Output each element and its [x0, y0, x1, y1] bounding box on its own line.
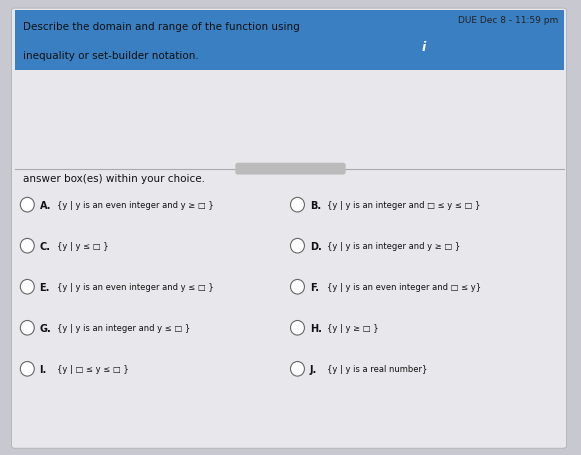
Text: C.: C. [40, 241, 51, 251]
Text: DUE Dec 8 - 11:59 pm: DUE Dec 8 - 11:59 pm [457, 16, 558, 25]
Text: {y | □ ≤ y ≤ □ }: {y | □ ≤ y ≤ □ } [57, 364, 128, 374]
Point [360, 98, 369, 105]
Text: {y | y is an integer and y ≤ □ }: {y | y is an integer and y ≤ □ } [57, 324, 190, 333]
Point [378, 108, 387, 115]
Text: I.: I. [40, 364, 46, 374]
Text: D.: D. [310, 241, 321, 251]
Point [451, 147, 461, 155]
Text: {y | y is a real number}: {y | y is a real number} [327, 364, 428, 374]
Text: {y | y is an integer and □ ≤ y ≤ □ }: {y | y is an integer and □ ≤ y ≤ □ } [327, 201, 480, 210]
Text: {y | y is an even integer and □ ≤ y}: {y | y is an even integer and □ ≤ y} [327, 283, 481, 292]
Text: H.: H. [310, 323, 321, 333]
Text: G.: G. [40, 323, 51, 333]
Point [396, 118, 406, 125]
Text: E.: E. [40, 282, 50, 292]
Text: A.: A. [40, 200, 51, 210]
Text: i: i [422, 41, 426, 54]
Text: B.: B. [310, 200, 321, 210]
Text: J.: J. [310, 364, 317, 374]
Text: {y | y is an integer and y ≥ □ }: {y | y is an integer and y ≥ □ } [327, 242, 460, 251]
Point [433, 137, 442, 145]
Text: inequality or set-builder notation.: inequality or set-builder notation. [23, 51, 199, 61]
Text: {y | y ≥ □ }: {y | y ≥ □ } [327, 324, 379, 333]
Text: Describe the domain and range of the function using: Describe the domain and range of the fun… [23, 22, 300, 32]
Text: {y | y is an even integer and y ≥ □ }: {y | y is an even integer and y ≥ □ } [57, 201, 214, 210]
Text: {y | y is an even integer and y ≤ □ }: {y | y is an even integer and y ≤ □ } [57, 283, 214, 292]
Text: F.: F. [310, 282, 318, 292]
Text: answer box(es) within your choice.: answer box(es) within your choice. [23, 174, 205, 184]
Point [341, 88, 350, 96]
Point [415, 127, 424, 135]
Text: {y | y ≤ □ }: {y | y ≤ □ } [57, 242, 109, 251]
